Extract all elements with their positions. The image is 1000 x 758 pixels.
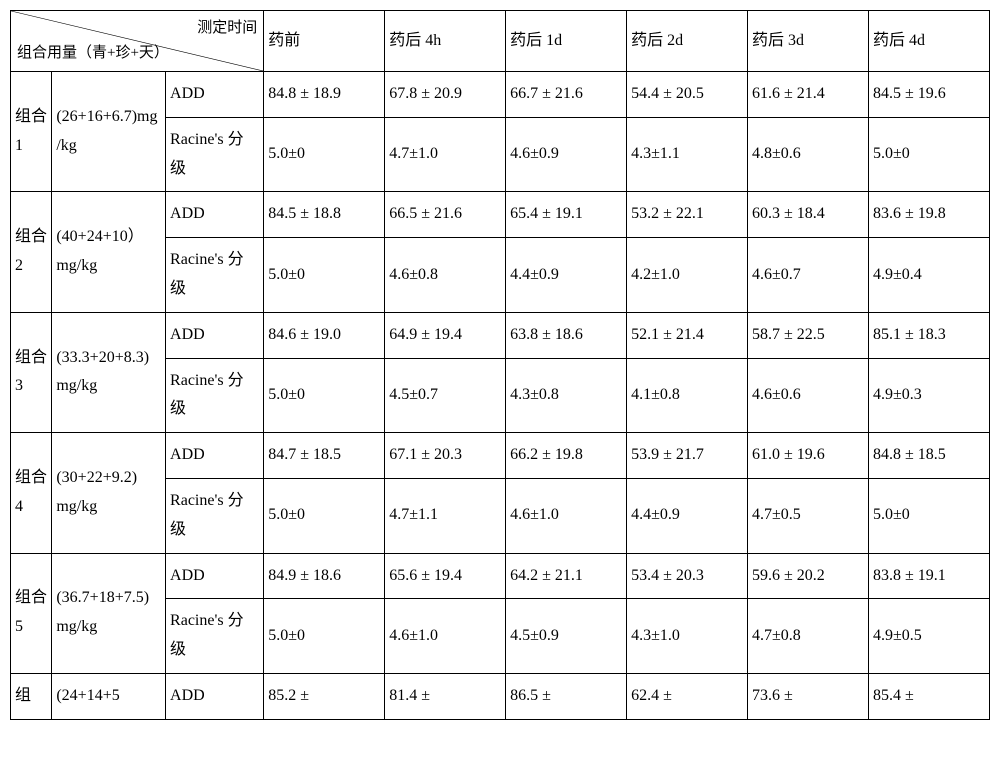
group-dose: (36.7+18+7.5) mg/kg [52,553,166,673]
cell-add: 84.5 ± 18.8 [264,192,385,238]
cell-add: 67.8 ± 20.9 [385,72,506,118]
cell-add: 54.4 ± 20.5 [627,72,748,118]
group-dose: (33.3+20+8.3) mg/kg [52,312,166,432]
cell-racine: 4.3±0.8 [506,358,627,433]
cell-racine: 5.0±0 [264,358,385,433]
header-time-1: 药后 4h [385,11,506,72]
cell-add: 65.6 ± 19.4 [385,553,506,599]
header-time-3: 药后 2d [627,11,748,72]
cell-add: 59.6 ± 20.2 [748,553,869,599]
cell-add: 53.9 ± 21.7 [627,433,748,479]
header-diag-bottom: 组合用量（青+珍+天） [17,40,169,67]
metric-add: ADD [166,433,264,479]
cell-racine: 4.7±0.8 [748,599,869,674]
group-name: 组合 2 [11,192,52,312]
cell-racine: 4.2±1.0 [627,238,748,313]
cell-add-partial: 85.4 ± [868,673,989,719]
cell-add: 85.1 ± 18.3 [868,312,989,358]
cell-racine: 4.1±0.8 [627,358,748,433]
cell-racine: 4.6±0.7 [748,238,869,313]
cell-add: 64.9 ± 19.4 [385,312,506,358]
cell-add: 65.4 ± 19.1 [506,192,627,238]
cell-add: 84.9 ± 18.6 [264,553,385,599]
cell-add-partial: 81.4 ± [385,673,506,719]
cell-add: 53.2 ± 22.1 [627,192,748,238]
cell-racine: 4.6±1.0 [385,599,506,674]
cell-add: 84.5 ± 19.6 [868,72,989,118]
cell-add: 67.1 ± 20.3 [385,433,506,479]
cell-racine: 4.9±0.3 [868,358,989,433]
cell-racine: 5.0±0 [868,117,989,192]
cell-racine: 4.6±0.8 [385,238,506,313]
cell-add: 58.7 ± 22.5 [748,312,869,358]
cell-add-partial: 62.4 ± [627,673,748,719]
cell-add-partial: 86.5 ± [506,673,627,719]
metric-add: ADD [166,192,264,238]
cell-racine: 4.4±0.9 [506,238,627,313]
cell-add-partial: 73.6 ± [748,673,869,719]
metric-add: ADD [166,312,264,358]
cell-add: 61.0 ± 19.6 [748,433,869,479]
cell-racine: 4.7±0.5 [748,478,869,553]
cell-racine: 4.6±0.9 [506,117,627,192]
group-dose: (30+22+9.2) mg/kg [52,433,166,553]
group-dose: (26+16+6.7)mg/kg [52,72,166,192]
cell-add: 53.4 ± 20.3 [627,553,748,599]
cell-add: 83.6 ± 19.8 [868,192,989,238]
metric-racine: Racine's 分级 [166,117,264,192]
cell-add: 84.8 ± 18.5 [868,433,989,479]
cell-add: 64.2 ± 21.1 [506,553,627,599]
cell-racine: 4.6±1.0 [506,478,627,553]
cell-racine: 4.7±1.1 [385,478,506,553]
cell-racine: 5.0±0 [264,117,385,192]
cell-add: 63.8 ± 18.6 [506,312,627,358]
header-time-0: 药前 [264,11,385,72]
cell-add: 66.7 ± 21.6 [506,72,627,118]
header-diagonal: 测定时间组合用量（青+珍+天） [11,11,264,72]
cell-racine: 5.0±0 [264,238,385,313]
cell-racine: 5.0±0 [868,478,989,553]
cell-racine: 4.5±0.9 [506,599,627,674]
cell-add: 66.2 ± 19.8 [506,433,627,479]
group-dose: (40+24+10）mg/kg [52,192,166,312]
cell-add-partial: 85.2 ± [264,673,385,719]
cell-racine: 4.7±1.0 [385,117,506,192]
cell-add: 84.8 ± 18.9 [264,72,385,118]
cell-add: 61.6 ± 21.4 [748,72,869,118]
group-name: 组合 3 [11,312,52,432]
cell-racine: 4.9±0.4 [868,238,989,313]
cell-racine: 4.8±0.6 [748,117,869,192]
cell-racine: 4.3±1.1 [627,117,748,192]
data-table: 测定时间组合用量（青+珍+天）药前药后 4h药后 1d药后 2d药后 3d药后 … [10,10,990,720]
metric-racine: Racine's 分级 [166,478,264,553]
cell-racine: 4.6±0.6 [748,358,869,433]
group-name: 组合 1 [11,72,52,192]
header-diag-top: 测定时间 [197,15,257,42]
metric-add-partial: ADD [166,673,264,719]
group-name: 组合 4 [11,433,52,553]
metric-racine: Racine's 分级 [166,358,264,433]
header-time-4: 药后 3d [748,11,869,72]
group-name-partial: 组 [11,673,52,719]
header-time-2: 药后 1d [506,11,627,72]
cell-racine: 4.9±0.5 [868,599,989,674]
cell-add: 84.6 ± 19.0 [264,312,385,358]
cell-racine: 4.4±0.9 [627,478,748,553]
cell-add: 52.1 ± 21.4 [627,312,748,358]
cell-add: 84.7 ± 18.5 [264,433,385,479]
metric-racine: Racine's 分级 [166,599,264,674]
metric-add: ADD [166,553,264,599]
cell-racine: 5.0±0 [264,599,385,674]
group-name: 组合 5 [11,553,52,673]
cell-racine: 4.5±0.7 [385,358,506,433]
cell-racine: 5.0±0 [264,478,385,553]
cell-add: 83.8 ± 19.1 [868,553,989,599]
metric-add: ADD [166,72,264,118]
header-time-5: 药后 4d [868,11,989,72]
cell-add: 66.5 ± 21.6 [385,192,506,238]
cell-add: 60.3 ± 18.4 [748,192,869,238]
metric-racine: Racine's 分级 [166,238,264,313]
group-dose-partial: (24+14+5 [52,673,166,719]
cell-racine: 4.3±1.0 [627,599,748,674]
